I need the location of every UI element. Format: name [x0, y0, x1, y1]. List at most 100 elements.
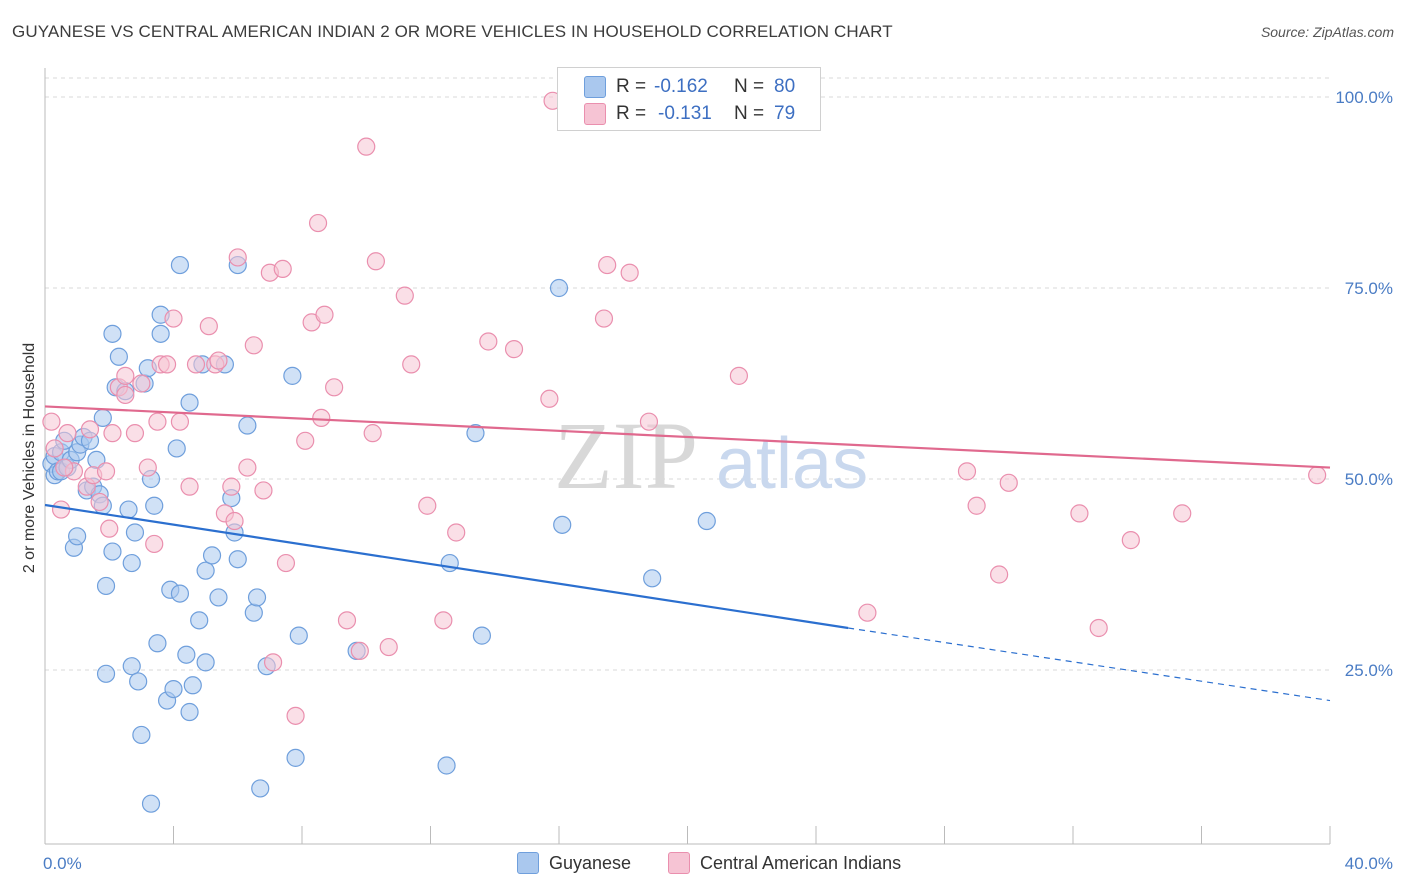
cai-point — [967, 496, 986, 515]
cai-point — [116, 385, 135, 405]
watermark-zip: ZIP — [554, 402, 698, 509]
guyanese-point — [244, 603, 263, 622]
guyanese-point — [167, 439, 186, 458]
guyanese-point — [190, 611, 209, 630]
cai-point — [479, 332, 498, 351]
cai-swatch — [668, 852, 690, 874]
watermark-atlas: atlas — [716, 424, 868, 504]
cai-point — [434, 611, 453, 630]
cai-point — [639, 412, 659, 431]
cai-point — [379, 637, 398, 657]
guyanese-point — [180, 393, 199, 412]
guyanese-point — [697, 511, 716, 531]
guyanese-point — [170, 255, 190, 275]
guyanese-point — [148, 634, 167, 653]
cai-point — [325, 378, 344, 397]
cai-point — [80, 420, 100, 439]
guyanese-point — [202, 546, 222, 565]
y-tick-label: 75.0% — [1345, 279, 1393, 298]
chart-title: GUYANESE VS CENTRAL AMERICAN INDIAN 2 OR… — [12, 22, 893, 41]
cai-point — [1173, 504, 1192, 523]
cai-point — [238, 458, 257, 477]
guyanese-point — [122, 657, 141, 676]
legend-label-cai: Central American Indians — [700, 852, 902, 873]
guyanese-point — [286, 748, 305, 767]
n-value: 79 — [774, 103, 796, 124]
legend-item-guyanese: Guyanese — [517, 852, 631, 874]
cai-point — [315, 305, 334, 324]
cai-point — [164, 309, 183, 328]
cai-point — [42, 412, 61, 431]
cai-point — [594, 309, 614, 328]
cai-point — [138, 458, 157, 477]
guyanese-point — [472, 626, 491, 645]
cai-point — [286, 706, 305, 725]
cai-point — [58, 424, 77, 443]
x-tick-label: 40.0% — [1345, 854, 1393, 873]
cai-trend-line — [44, 405, 1331, 469]
cai-point — [1121, 531, 1140, 550]
r-label: R = — [616, 76, 647, 97]
cai-point — [350, 641, 369, 661]
guyanese-point — [289, 626, 308, 645]
legend-item-cai: Central American Indians — [668, 852, 901, 874]
guyanese-point — [180, 702, 199, 722]
cai-point — [222, 477, 241, 496]
guyanese-point — [283, 366, 302, 385]
guyanese-point — [96, 576, 116, 596]
n-value: 80 — [774, 76, 796, 97]
guyanese-point — [553, 515, 572, 534]
cai-point — [116, 366, 135, 385]
guyanese-point — [177, 645, 196, 664]
cai-swatch — [584, 103, 606, 125]
cai-point — [957, 462, 977, 481]
cai-point — [96, 462, 116, 481]
cai-point — [858, 603, 877, 622]
cai-point — [296, 431, 315, 450]
guyanese-point — [96, 664, 116, 683]
cai-point — [132, 374, 151, 393]
cai-point — [729, 366, 749, 385]
n-label: N = — [734, 103, 765, 124]
cai-point — [1089, 618, 1108, 638]
cai-point — [337, 611, 357, 630]
data-points — [42, 91, 1327, 813]
cai-point — [990, 565, 1009, 584]
trend-lines — [44, 405, 1331, 702]
cai-point — [273, 259, 292, 278]
cai-point — [366, 252, 385, 271]
cai-point — [225, 511, 244, 531]
cai-point — [199, 317, 218, 336]
cai-point — [1070, 504, 1089, 523]
cai-point — [363, 424, 382, 443]
guyanese-point — [119, 500, 138, 519]
y-tick-label: 50.0% — [1345, 470, 1393, 489]
cai-point — [540, 389, 559, 408]
guyanese-point — [643, 569, 662, 588]
cai-point — [447, 523, 466, 542]
guyanese-point — [196, 561, 215, 580]
guyanese-point — [437, 756, 456, 775]
cai-point — [999, 473, 1018, 492]
y-tick-label: 25.0% — [1345, 661, 1393, 680]
guyanese-point — [125, 523, 145, 542]
guyanese-swatch — [584, 76, 606, 98]
grid-lines — [45, 77, 1330, 671]
guyanese-point — [141, 794, 161, 813]
guyanese-point — [209, 588, 228, 607]
guyanese-trend-line — [44, 503, 849, 630]
cai-point — [254, 481, 273, 500]
cai-point — [90, 492, 109, 512]
cai-point — [357, 137, 376, 156]
cai-point — [504, 340, 524, 359]
guyanese-point — [132, 725, 151, 745]
cai-point — [100, 519, 119, 538]
guyanese-point — [183, 676, 202, 695]
guyanese-point — [145, 496, 164, 515]
guyanese-point — [103, 542, 122, 561]
guyanese-point — [164, 679, 183, 699]
guyanese-point — [251, 779, 270, 798]
cai-point — [244, 336, 263, 355]
source-label: Source: ZipAtlas.com — [1260, 24, 1394, 40]
